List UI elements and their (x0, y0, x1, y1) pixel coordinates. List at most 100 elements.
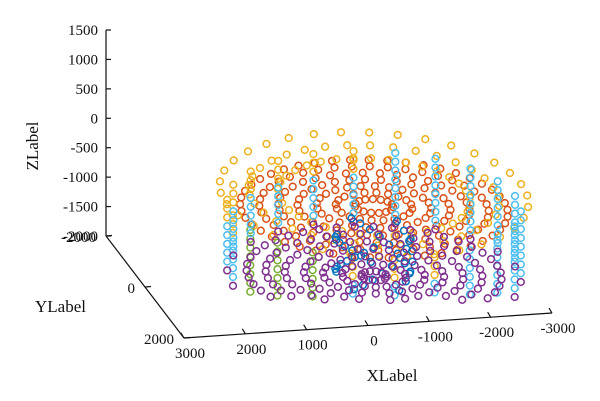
top-spiral-point (340, 192, 349, 201)
top-spiral-point (437, 181, 446, 190)
shell-point (309, 202, 318, 212)
shell-point (493, 194, 502, 204)
upper-ring-point (480, 174, 489, 183)
top-spiral-point (300, 212, 309, 221)
bottom-spiral-point (369, 244, 378, 254)
shell-point (391, 201, 400, 210)
upper-ring-point (448, 219, 457, 228)
bottom-spiral-point (354, 294, 364, 304)
top-spiral-point (259, 188, 268, 198)
bottom-spiral-point (327, 259, 336, 268)
bottom-spiral-point (458, 268, 467, 278)
bottom-spiral-point (379, 260, 388, 269)
upper-ring-point (421, 135, 430, 144)
bottom-spiral-point (306, 257, 315, 266)
shell-point (273, 256, 282, 265)
x-tick-mark (548, 307, 553, 314)
z-axis-title: ZLabel (23, 121, 42, 170)
z-tick-label: 500 (76, 82, 99, 98)
bottom-spiral-point (246, 253, 255, 262)
shell-point (274, 218, 283, 227)
bottom-spiral-point (266, 292, 275, 301)
bottom-spiral-point (252, 246, 261, 256)
shell-point (349, 182, 358, 191)
upper-ring-point (483, 218, 493, 228)
bottom-spiral-point (452, 246, 461, 256)
top-spiral-point (376, 223, 385, 233)
top-spiral-point (347, 229, 356, 238)
upper-ring-point (401, 158, 411, 167)
bottom-spiral-point (284, 231, 293, 240)
shell-point (431, 225, 440, 234)
top-spiral-point (265, 182, 275, 192)
upper-ring-point (336, 128, 346, 137)
bottom-spiral-point (306, 279, 316, 288)
upper-ring-point (490, 158, 499, 167)
top-spiral-point (341, 169, 351, 178)
top-spiral-point (421, 213, 430, 223)
bottom-spiral-point (301, 262, 310, 271)
bottom-spiral-point (256, 286, 266, 295)
shell-point (246, 229, 255, 238)
bottom-spiral-point (433, 283, 442, 292)
upper-ring-point (332, 155, 341, 164)
upper-ring-point (309, 129, 318, 139)
shell-point (466, 190, 475, 200)
top-spiral-point (299, 189, 308, 199)
top-spiral-point (409, 189, 419, 198)
shell-point (510, 200, 520, 209)
shell-point (466, 226, 475, 235)
upper-ring-point (461, 186, 471, 195)
bottom-spiral-point (338, 246, 348, 255)
inner-column-point (347, 214, 356, 223)
z-tick-label: -1000 (63, 170, 98, 186)
bottom-spiral-point (315, 242, 325, 251)
bottom-spiral-point (244, 273, 253, 282)
shell-point (349, 191, 358, 200)
top-spiral-point (266, 169, 276, 179)
upper-ring-point (288, 224, 297, 233)
upper-ring-point (300, 145, 309, 155)
shell-point (493, 244, 502, 253)
shell-point (273, 265, 282, 274)
bottom-spiral-point (325, 249, 334, 258)
shell-point (431, 163, 440, 172)
bottom-spiral-point (475, 265, 485, 274)
bottom-spiral-point (285, 255, 295, 265)
z-tick-label: 1500 (68, 23, 98, 39)
shell-point (466, 217, 475, 226)
upper-ring-point (418, 162, 427, 171)
bottom-spiral-point (387, 223, 397, 233)
top-spiral-point (237, 193, 246, 202)
bottom-spiral-point (357, 272, 366, 281)
upper-ring-point (491, 210, 500, 219)
inner-column-point (366, 257, 375, 267)
top-spiral-point (406, 200, 416, 209)
data-points (215, 128, 533, 305)
shell-point (493, 230, 502, 239)
bottom-spiral-point (388, 254, 397, 263)
shell-point (493, 212, 502, 221)
shell-point (493, 235, 502, 244)
top-spiral-point (359, 207, 368, 216)
shell-point (516, 269, 525, 278)
shell-point (309, 185, 318, 194)
x-tick-mark (180, 332, 185, 339)
upper-ring-point (220, 166, 229, 175)
top-spiral-point (423, 176, 433, 186)
bottom-spiral-point (272, 248, 281, 258)
top-spiral-point (235, 200, 245, 209)
upper-ring-point (477, 240, 486, 249)
shell-point (430, 270, 439, 280)
shell-point (229, 207, 238, 216)
bottom-spiral-point (462, 252, 472, 261)
shell-point (466, 208, 475, 217)
shell-point (246, 225, 255, 235)
bottom-spiral-point (260, 241, 269, 250)
upper-ring-point (457, 213, 466, 223)
bottom-spiral-point (307, 290, 316, 300)
y-tick-label: -2000 (61, 230, 96, 246)
bottom-spiral-point (396, 239, 405, 249)
top-spiral-point (383, 189, 393, 199)
